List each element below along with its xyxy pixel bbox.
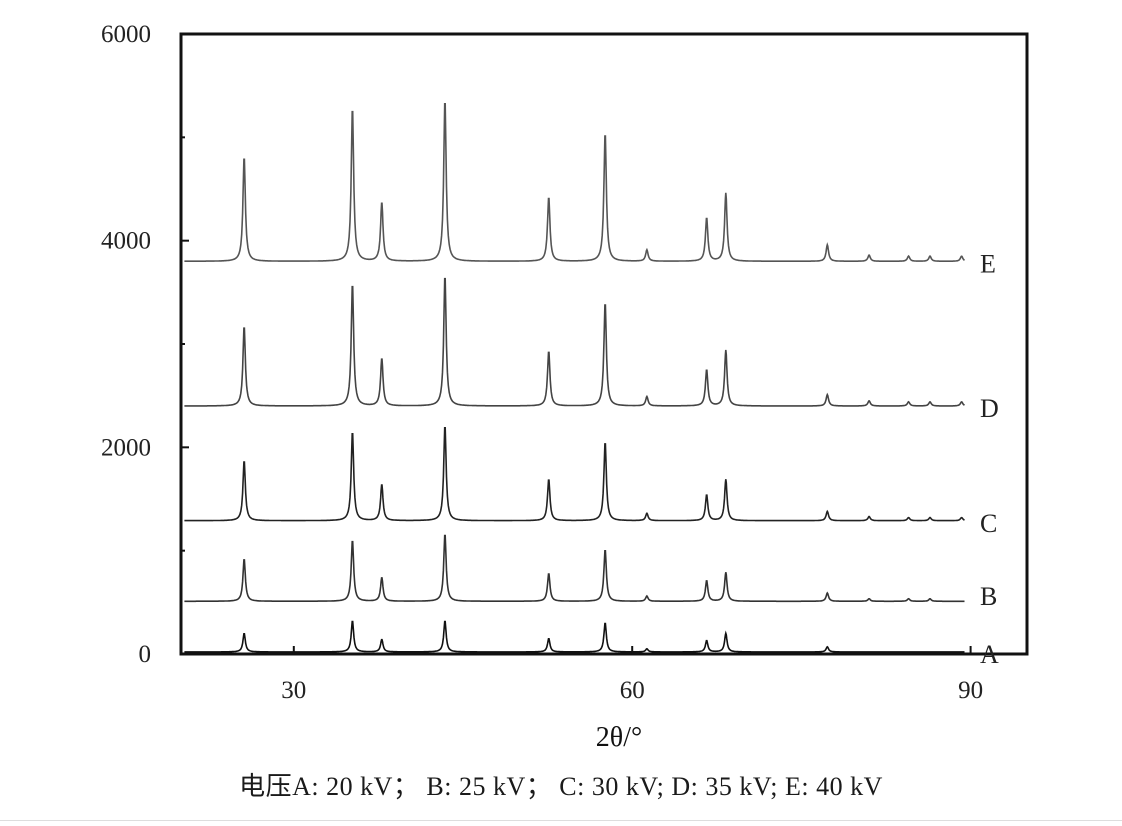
axis-ticks: 0 2000 4000 6000 30 60 90 [101, 21, 983, 704]
x-tick-label: 30 [281, 677, 306, 704]
y-tick-label: 2000 [101, 434, 151, 461]
y-tick-label: 4000 [101, 228, 151, 255]
series-tag-a: A [980, 640, 999, 669]
series-tags: AB C D E [980, 249, 999, 669]
series-line-a [184, 620, 965, 653]
series-tag-c: C [980, 509, 997, 538]
series-line-c [184, 426, 965, 522]
figure-caption: 电压A: 20 kV； B: 25 kV； C: 30 kV; D: 35 kV… [239, 772, 883, 801]
y-tick-label: 0 [139, 641, 152, 668]
x-tick-label: 60 [620, 677, 645, 704]
x-axis-label: 2θ/° [596, 722, 642, 753]
series-traces [184, 103, 965, 653]
series-line-e [184, 103, 965, 263]
series-tag-b: B [980, 582, 997, 611]
divider [0, 820, 1122, 821]
x-tick-label: 90 [958, 677, 983, 704]
series-tag-d: D [980, 394, 999, 423]
series-line-d [184, 277, 965, 407]
series-line-b [184, 534, 965, 603]
y-tick-label: 6000 [101, 21, 151, 48]
series-tag-e: E [980, 249, 996, 278]
